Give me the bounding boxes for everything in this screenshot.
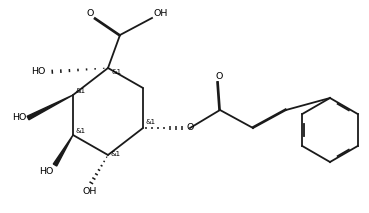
Text: HO: HO [12,114,26,122]
Text: &1: &1 [75,128,85,134]
Text: HO: HO [32,66,46,75]
Text: O: O [186,124,193,132]
Text: &1: &1 [145,119,155,125]
Text: O: O [215,72,223,81]
Polygon shape [27,95,73,120]
Text: OH: OH [153,9,168,17]
Text: &1: &1 [75,88,85,94]
Text: &1: &1 [111,69,121,75]
Text: HO: HO [39,167,53,176]
Text: OH: OH [83,187,97,196]
Text: O: O [87,9,94,17]
Text: &1: &1 [110,151,120,157]
Polygon shape [53,135,73,166]
